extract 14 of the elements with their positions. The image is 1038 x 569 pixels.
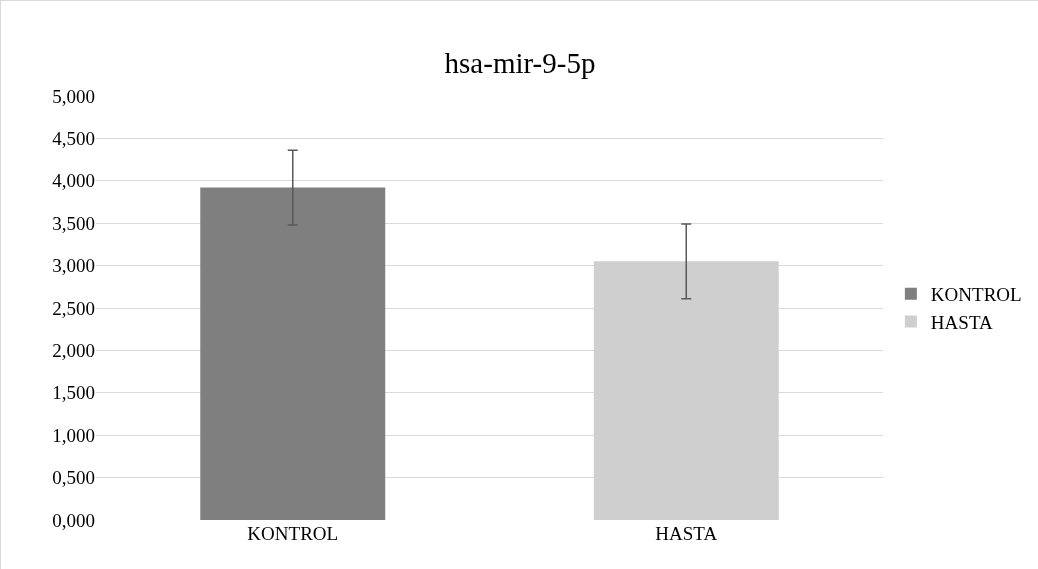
y-tick-label: 0,500 xyxy=(52,467,95,489)
y-tick-label: 2,500 xyxy=(52,297,95,319)
legend-label: HASTA xyxy=(930,311,993,333)
y-tick-label: 0,000 xyxy=(52,509,95,531)
y-tick-label: 4,500 xyxy=(52,128,95,150)
y-tick-label: 3,500 xyxy=(52,212,95,234)
y-tick-label: 3,000 xyxy=(52,255,95,277)
y-tick-label: 4,000 xyxy=(52,170,95,192)
chart-title: hsa-mir-9-5p xyxy=(444,46,596,79)
y-tick-label: 1,000 xyxy=(52,424,95,446)
y-tick-label: 2,000 xyxy=(52,340,95,362)
y-tick-label: 5,000 xyxy=(52,85,95,107)
legend-label: KONTROL xyxy=(930,284,1022,306)
y-tick-label: 1,500 xyxy=(52,382,95,404)
